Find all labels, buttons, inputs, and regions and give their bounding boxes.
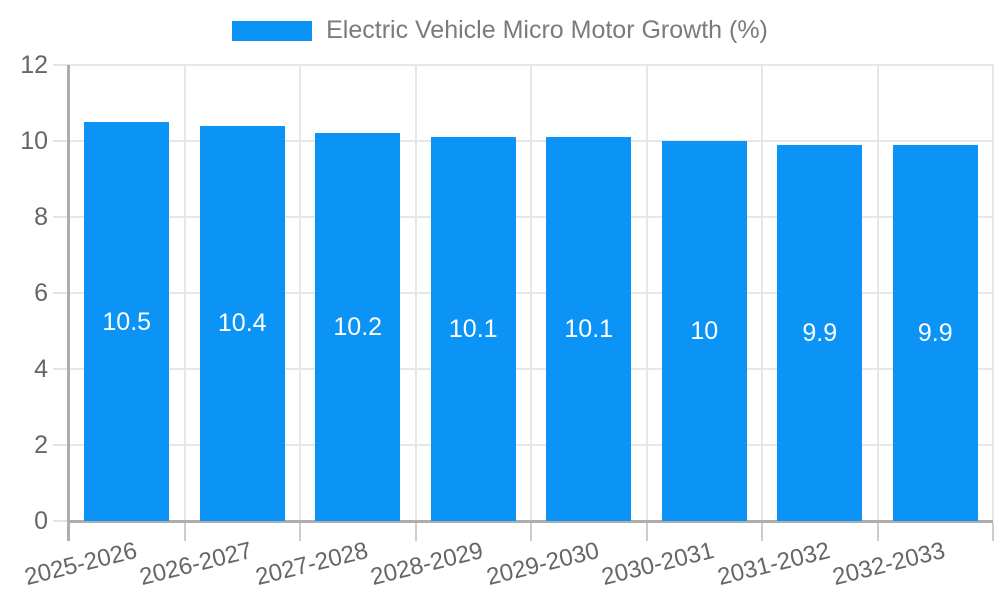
x-gridline [761,65,763,521]
bar-2031-2032[interactable] [777,144,863,521]
x-gridline [299,65,301,521]
y-axis-tick [53,216,69,218]
legend: Electric Vehicle Micro Motor Growth (%) [0,16,1000,45]
y-axis-line [67,65,70,541]
y-axis-tick [53,64,69,66]
x-axis-tick [761,523,763,541]
bar-2027-2028[interactable] [315,133,401,521]
x-axis-tick [414,523,417,541]
x-axis-tick [645,523,648,541]
x-gridline [645,65,648,521]
x-gridline [992,65,994,521]
bar-value-label: 10.5 [102,307,152,336]
y-axis-tick [53,444,69,446]
x-axis-tick [992,523,994,541]
bar-2026-2027[interactable] [199,125,285,521]
x-gridline [414,65,417,521]
bar-2030-2031[interactable] [661,141,747,521]
bar-2029-2030[interactable] [546,137,632,521]
bar-value-label: 9.9 [917,318,953,347]
bar-2025-2026[interactable] [84,122,170,521]
legend-label: Electric Vehicle Micro Motor Growth (%) [326,16,768,44]
bar-value-label: 10 [690,317,719,345]
legend-item[interactable]: Electric Vehicle Micro Motor Growth (%) [232,16,768,45]
x-axis-tick [530,523,532,541]
x-gridline [876,65,879,521]
bar-value-label: 10.1 [564,315,614,344]
bar-2032-2033[interactable] [892,144,978,521]
y-axis-tick-label: 4 [34,355,48,383]
x-axis-line [67,520,993,523]
y-axis-tick-label: 6 [34,279,48,307]
y-axis-tick-label: 8 [34,203,48,231]
x-gridline [530,65,532,521]
bar-value-label: 10.1 [448,315,498,344]
x-gridline [183,65,186,521]
y-axis-tick [53,292,69,294]
y-axis-tick-label: 0 [34,507,48,535]
bar-value-label: 9.9 [802,318,838,347]
bar-value-label: 10.4 [217,309,267,338]
legend-color-swatch [232,20,313,41]
x-axis-tick [299,523,301,541]
y-axis-tick-label: 2 [34,431,48,459]
x-axis-tick [183,523,186,541]
y-axis-tick [53,140,69,142]
y-axis-tick-label: 12 [20,51,48,79]
y-axis-tick-label: 10 [20,127,48,155]
y-axis-tick [53,520,69,522]
bar-value-label: 10.2 [333,313,383,342]
x-axis-tick [876,523,879,541]
bar-2028-2029[interactable] [430,137,516,521]
y-axis-tick [53,368,69,370]
